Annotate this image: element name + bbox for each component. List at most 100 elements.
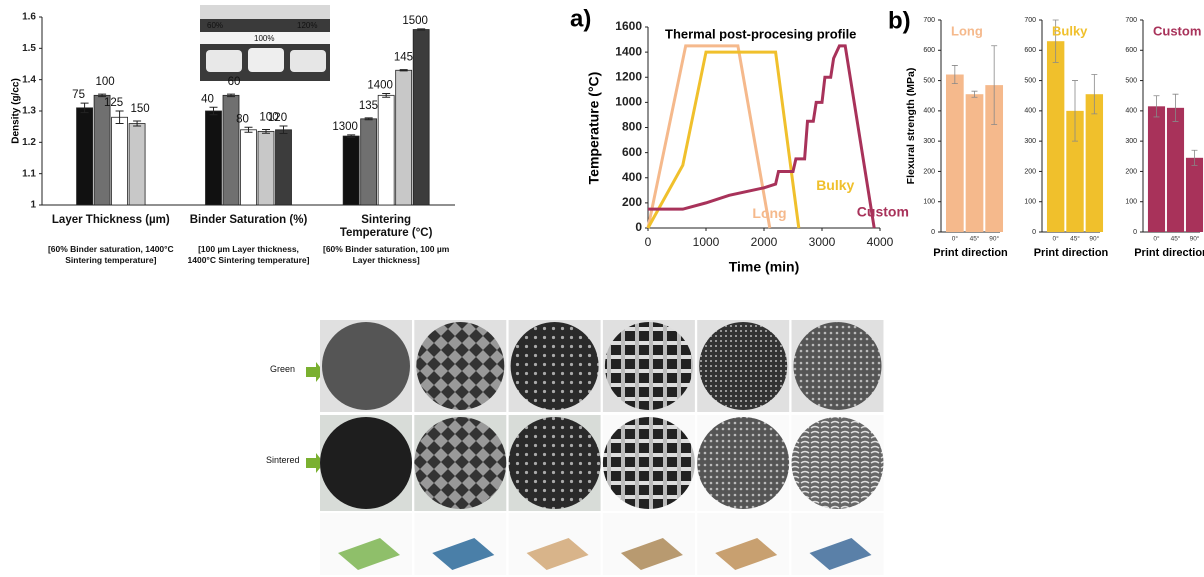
y-tick-label: 800 [622,120,642,134]
y-tick-label: 1.6 [22,12,36,23]
x-tick-label: 45° [1171,235,1181,243]
photo-sample [414,417,506,509]
bar [206,111,222,205]
group-note: [60% Binder saturation, 1400°C Sintering… [46,244,176,266]
y-tick-label: 0 [1032,229,1036,236]
y-tick-label: 0 [635,220,642,234]
y-tick-label: 1.5 [22,43,36,54]
y-tick-label: 1400 [615,44,642,58]
y-tick-label: 300 [923,138,935,145]
bar [1148,106,1165,232]
inset-label: 60% [207,21,223,30]
y-tick-label: 0 [1133,229,1137,236]
y-tick-label: 700 [923,17,935,24]
x-tick-label: 0 [645,235,652,249]
photo-sample [322,322,410,410]
y-tick-label: 100 [1024,199,1036,206]
bar [241,130,257,205]
y-tick-label: 500 [1125,77,1137,84]
bar [276,130,292,205]
bar [1167,108,1184,232]
bar [343,136,359,205]
y-tick-label: 200 [1125,168,1137,175]
x-axis-title: Print direction [933,247,1008,259]
bar-label: 150 [130,103,149,115]
y-tick-label: 500 [1024,77,1036,84]
y-tick-label: 200 [923,168,935,175]
y-tick-label: 400 [1024,108,1036,115]
bar-label: 60 [228,76,241,88]
x-tick-label: 1000 [693,235,720,249]
bar [361,119,377,205]
x-tick-label: 45° [1070,235,1080,243]
photo-sample [792,417,884,509]
y-tick-label: 0 [931,229,935,236]
bar-label: 80 [236,113,249,125]
bar-label: 75 [72,89,85,101]
y-tick-label: 1.1 [22,168,36,179]
x-tick-label: 2000 [751,235,778,249]
y-axis-title: Flexural strength (MPa) [905,68,917,185]
inset-sample [248,48,284,72]
y-tick-label: 700 [1125,17,1137,24]
x-tick-label: 45° [970,235,980,243]
x-tick-label: 0° [1153,235,1160,243]
series-label: Long [752,205,786,221]
y-tick-label: 600 [923,47,935,54]
photo-sample [697,417,789,509]
y-tick-label: 300 [1125,138,1137,145]
y-tick-label: 200 [1024,168,1036,175]
group-note: [60% Binder saturation, 100 µm Layer thi… [321,244,451,266]
bar-label: 1400 [367,79,393,91]
bar-label: 40 [201,93,214,105]
photo-sample [509,417,601,509]
group-label: Layer Thickness (µm) [51,214,171,227]
y-tick-label: 100 [1125,199,1137,206]
group-label: Sintering Temperature (°C) [326,214,446,240]
chart-title: Long [951,23,983,38]
y-tick-label: 200 [622,195,642,209]
photo-sample [605,322,693,410]
group-note: [100 µm Layer thickness, 1400°C Sinterin… [184,244,314,266]
photo-sample [511,322,599,410]
inset-label: 120% [297,21,317,30]
x-axis-title: Print direction [1134,247,1204,259]
chart-title: Bulky [1052,23,1088,38]
bar [966,94,984,232]
y-tick-label: 700 [1024,17,1036,24]
group-label: Binder Saturation (%) [189,214,309,227]
panel-label: a) [570,5,591,32]
bar-label: 1300 [332,121,358,133]
figure-canvas: 11.11.21.31.41.51.6Density (g/cc)7510012… [0,0,1204,577]
line-series [648,46,874,228]
bar-label: 100 [95,76,114,88]
chart-title: Thermal post-procesing profile [665,26,856,41]
bar [223,95,239,205]
series-label: Custom [857,204,909,220]
x-axis-title: Time (min) [729,259,800,275]
inset-ruler [200,5,330,19]
y-tick-label: 500 [923,77,935,84]
inset-label: 100% [254,34,274,43]
y-tick-label: 1 [30,200,36,211]
series-label: Bulky [816,177,854,193]
x-tick-label: 3000 [809,235,836,249]
bar [258,131,274,205]
inset-sample [290,50,326,72]
bar-label: 125 [104,97,123,109]
bar [77,108,93,205]
photo-sample [794,322,882,410]
inset-sample [206,50,242,72]
row-label: Sintered [266,455,300,465]
y-tick-label: 400 [1125,108,1137,115]
photo-sample [699,322,787,410]
bar [378,95,394,205]
y-tick-label: 400 [923,108,935,115]
y-tick-label: 100 [923,199,935,206]
y-tick-label: 600 [1024,47,1036,54]
bar [129,124,145,205]
x-tick-label: 90° [989,235,999,243]
x-tick-label: 4000 [867,235,894,249]
x-tick-label: 90° [1089,235,1099,243]
bar [413,30,429,205]
